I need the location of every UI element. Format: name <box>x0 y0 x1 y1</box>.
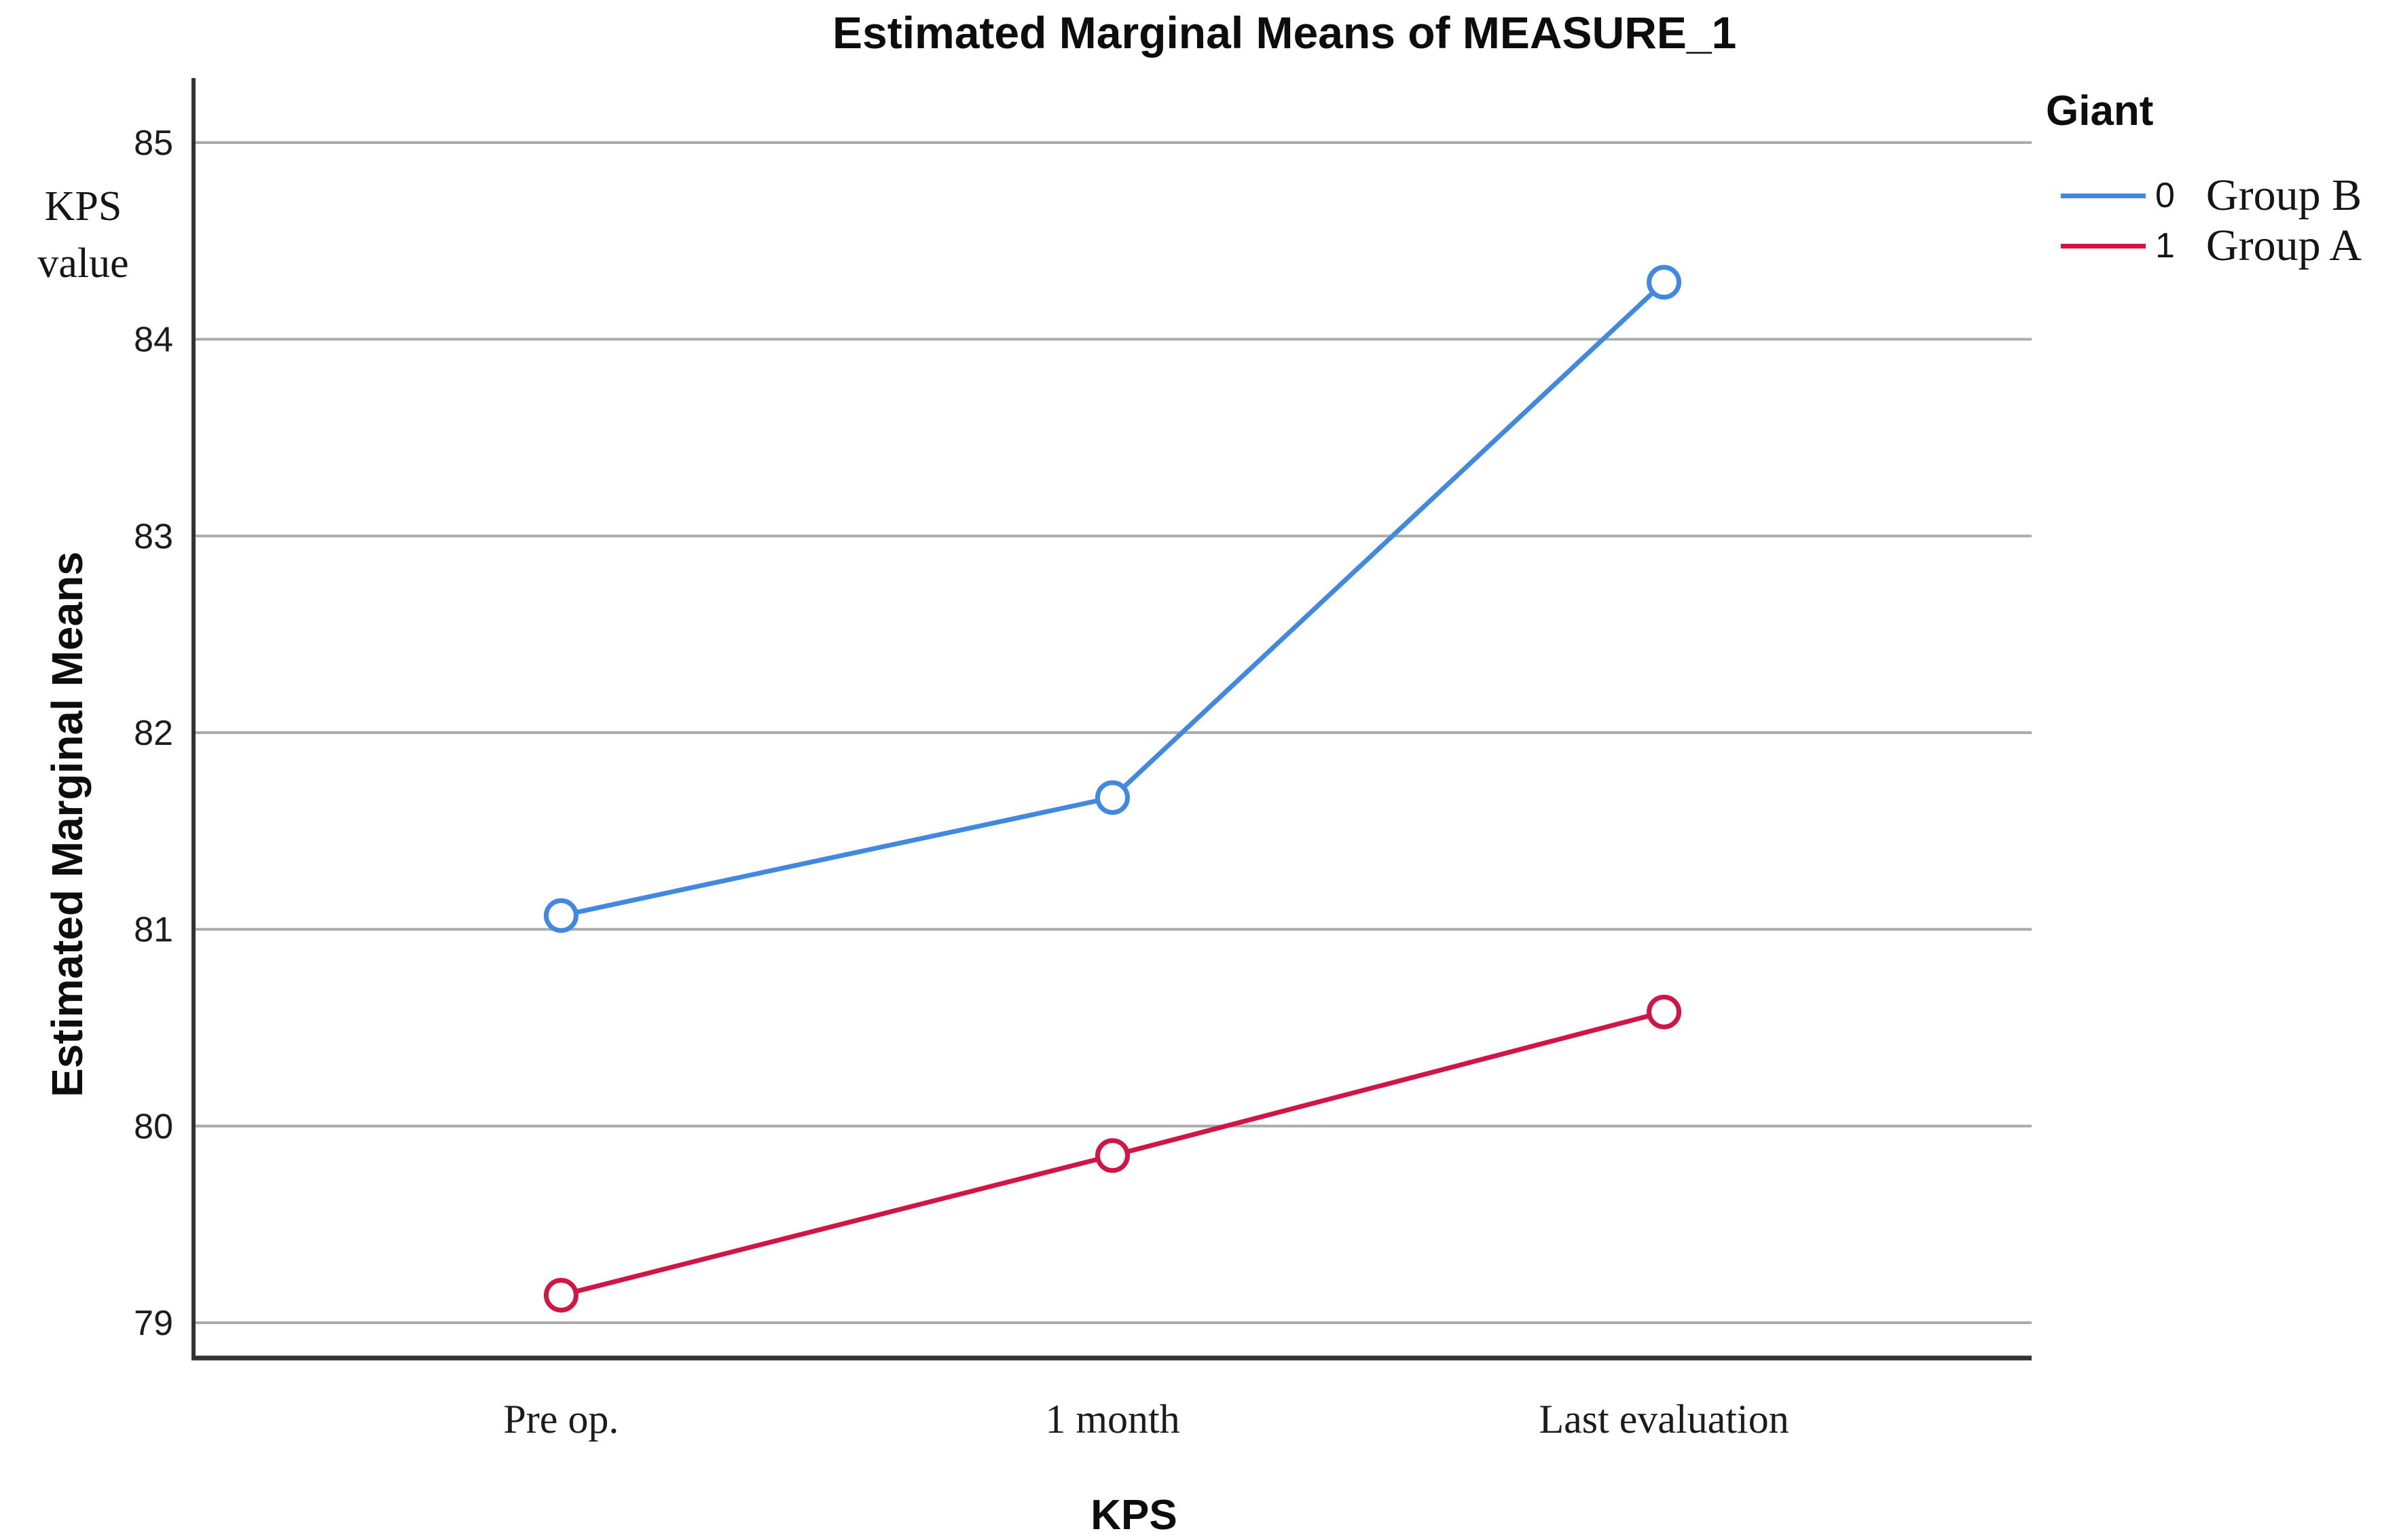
legend-item-0: 0 Group B <box>2040 170 2400 221</box>
y-tick-label-83: 83 <box>134 517 173 556</box>
legend-line-swatch-blue <box>2061 193 2146 198</box>
y-tick-label-85: 85 <box>134 124 173 163</box>
y-tick-label-82: 82 <box>134 714 173 753</box>
y-tick-label-81: 81 <box>134 911 173 950</box>
legend-key: 0 <box>2155 176 2175 215</box>
data-point-marker-s0-1 <box>1095 780 1130 815</box>
y-tick-label-80: 80 <box>134 1107 173 1146</box>
legend: Giant 0 Group B 1 Group A <box>2040 87 2400 271</box>
x-tick-label-0: Pre op. <box>503 1397 619 1442</box>
y-tick-label-79: 79 <box>134 1304 173 1343</box>
data-point-marker-s1-1 <box>1095 1138 1130 1173</box>
legend-key: 1 <box>2155 226 2175 265</box>
data-point-marker-s1-0 <box>543 1277 579 1313</box>
legend-title: Giant <box>2046 88 2154 134</box>
chart-title: Estimated Marginal Means of MEASURE_1 <box>832 7 1737 58</box>
legend-annotation: Group B <box>2205 170 2362 220</box>
x-tick-label-1: 1 month <box>1045 1397 1179 1442</box>
data-point-marker-s0-0 <box>543 898 579 933</box>
y-axis-note-line1: KPS <box>44 183 122 230</box>
y-axis-note-line2: value <box>37 240 129 287</box>
legend-annotation: Group A <box>2205 221 2362 270</box>
y-tick-label-84: 84 <box>134 320 173 360</box>
y-axis-note: KPS value <box>7 178 160 292</box>
legend-item-1: 1 Group A <box>2040 221 2400 271</box>
x-axis-label: KPS <box>1090 1492 1177 1539</box>
data-point-marker-s0-2 <box>1647 265 1682 300</box>
data-point-marker-s1-2 <box>1647 994 1682 1029</box>
x-tick-label-2: Last evaluation <box>1539 1397 1789 1442</box>
series-line-0 <box>560 280 1666 918</box>
legend-line-swatch-red <box>2061 243 2146 249</box>
